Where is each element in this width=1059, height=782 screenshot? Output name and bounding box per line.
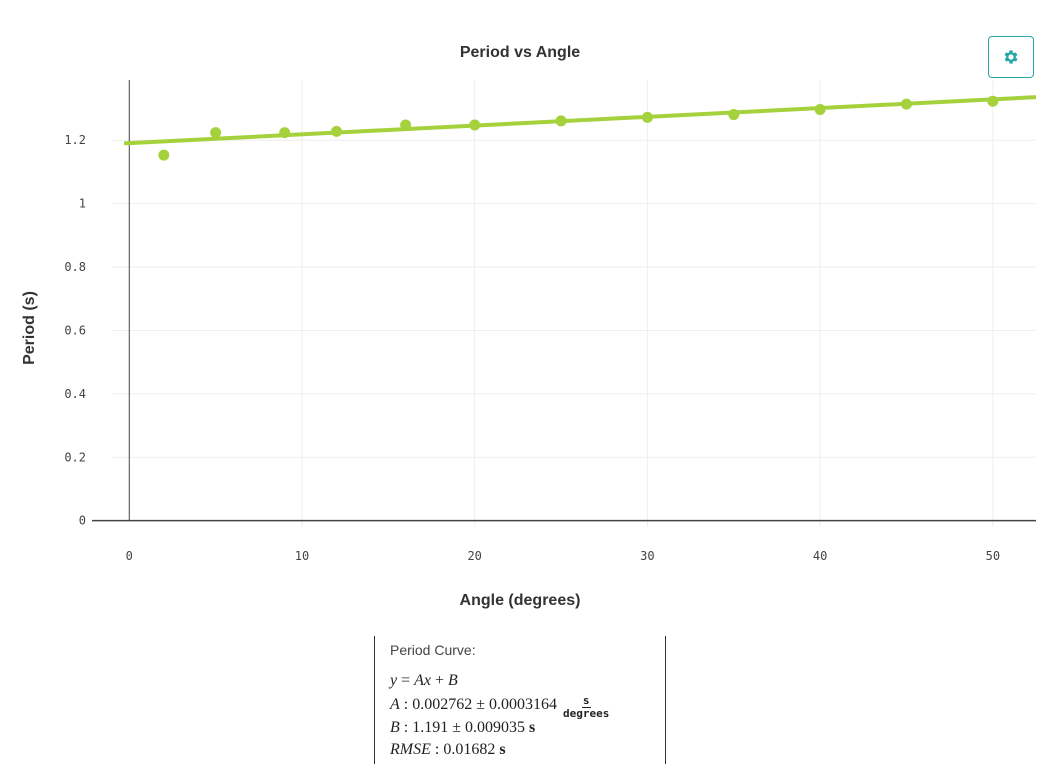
data-point — [400, 119, 412, 131]
fit-rmse: RMSE : 0.01682 s — [390, 739, 665, 761]
y-tick-label: 1.2 — [64, 133, 86, 147]
param-a-unit-denominator: degrees — [563, 707, 610, 720]
grid — [112, 80, 1036, 527]
param-a-value: 0.002762 ± 0.0003164 — [412, 695, 558, 713]
equation-y: y — [390, 672, 398, 689]
rmse-sep: : — [430, 741, 444, 758]
data-point — [469, 119, 481, 131]
param-b-unit: s — [529, 719, 536, 736]
data-point — [331, 125, 343, 137]
axes — [92, 80, 1036, 522]
chart-title: Period vs Angle — [460, 44, 580, 61]
data-point — [158, 149, 170, 161]
y-tick-label: 1 — [79, 197, 86, 211]
param-a-sep: : — [399, 695, 413, 713]
settings-button[interactable] — [988, 36, 1034, 78]
equation-b: B — [448, 672, 458, 689]
param-a-label: A — [390, 695, 400, 713]
rmse-label: RMSE — [390, 741, 431, 758]
data-point — [641, 111, 653, 123]
rmse-unit: s — [499, 741, 506, 758]
x-tick-label: 10 — [295, 549, 309, 563]
fit-results-panel: Period Curve: y = Ax + B A : 0.002762 ± … — [374, 636, 666, 764]
fit-line-layer — [123, 95, 1037, 146]
param-a-unit-numerator: s — [581, 694, 591, 708]
param-a-unit: s degrees — [563, 695, 609, 720]
y-tick-label: 0.8 — [64, 260, 86, 274]
x-tick-label: 20 — [467, 549, 481, 563]
y-tick-label: 0.4 — [64, 387, 86, 401]
data-point — [279, 127, 291, 139]
equation-equals: = — [397, 672, 415, 689]
param-b-value: 1.191 ± 0.009035 — [412, 719, 526, 736]
param-b-sep: : — [399, 719, 413, 736]
fit-line — [123, 95, 1037, 146]
y-tick-label: 0.2 — [64, 450, 86, 464]
x-tick-label: 40 — [813, 549, 827, 563]
data-points — [158, 95, 999, 161]
param-b-label: B — [390, 719, 400, 736]
data-point — [814, 103, 826, 115]
x-tick-label: 0 — [126, 549, 133, 563]
equation-ax: Ax — [414, 672, 432, 689]
fit-equation: y = Ax + B — [390, 670, 665, 692]
y-axis-label: Period (s) — [21, 291, 38, 365]
gear-icon — [1004, 50, 1018, 64]
x-tick-label: 30 — [640, 549, 654, 563]
rmse-value: 0.01682 — [443, 741, 496, 758]
data-point — [555, 115, 567, 127]
fit-param-a: A : 0.002762 ± 0.0003164 s degrees — [390, 692, 665, 720]
data-point — [210, 127, 222, 139]
y-tick-label: 0 — [79, 514, 86, 528]
equation-plus: + — [431, 672, 449, 689]
data-point — [987, 95, 999, 107]
data-point — [728, 109, 740, 121]
y-tick-label: 0.6 — [64, 323, 86, 337]
x-axis-label: Angle (degrees) — [460, 592, 581, 609]
fit-param-b: B : 1.191 ± 0.009035 s — [390, 717, 665, 739]
tick-labels: 0 10 20 30 40 50 0 0.2 0.4 0.6 0.8 1 1.2 — [64, 133, 1000, 563]
x-tick-label: 50 — [986, 549, 1000, 563]
data-point — [900, 98, 912, 110]
fit-panel-title: Period Curve: — [390, 642, 476, 658]
